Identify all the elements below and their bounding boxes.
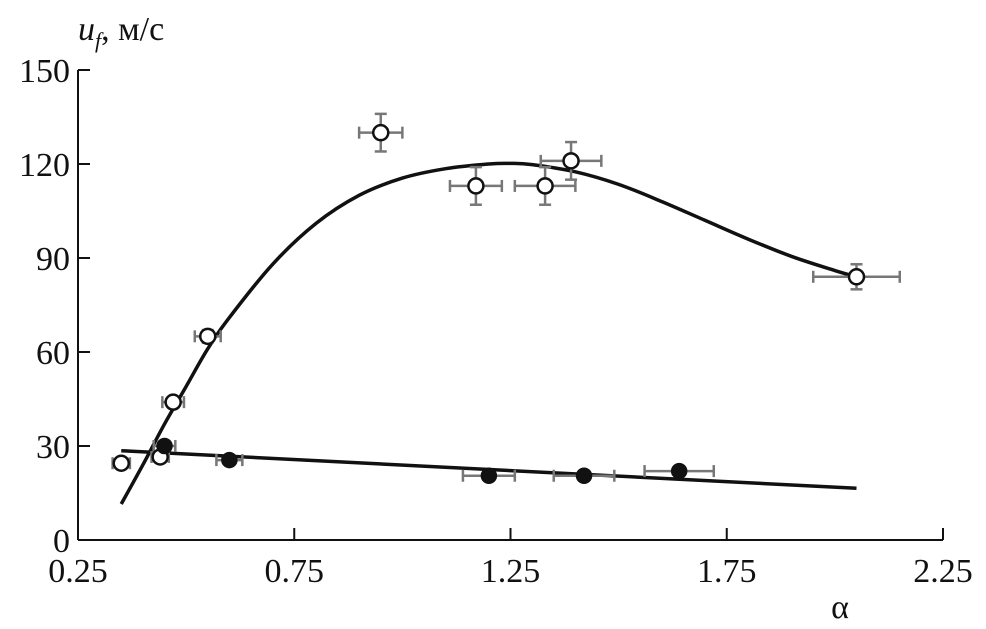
filled-circle-point-4: [575, 467, 593, 485]
y-axis-label-unit: , м/с: [101, 11, 164, 48]
open-circle-point-9: [847, 268, 866, 286]
open-circle-point-6: [467, 177, 485, 195]
y-tick-label: 0: [53, 523, 70, 560]
open-circle-point-8: [562, 152, 580, 170]
y-tick-label: 60: [36, 335, 70, 372]
error-bars: [111, 112, 901, 482]
filled-circle-point-3: [480, 467, 498, 485]
y-tick-label: 150: [19, 53, 70, 90]
x-tick-label: 1.25: [481, 553, 541, 590]
open-circle-point-5: [372, 123, 390, 142]
fit-curve-1: [119, 161, 857, 505]
x-tick-label: 0.25: [48, 553, 108, 590]
open-circle-point-1: [112, 454, 130, 472]
x-axis-label: α: [831, 589, 849, 626]
filled-circle-point-1: [156, 437, 173, 455]
x-tick-label: 1.75: [697, 553, 757, 590]
filled-circle-point-2: [221, 451, 238, 469]
x-tick-label: 0.75: [265, 553, 325, 590]
y-tick-label: 90: [36, 241, 70, 278]
y-tick-label: 30: [36, 429, 70, 466]
axis-labels: uf, м/с α: [78, 11, 849, 626]
y-axis-label-subscript: f: [95, 28, 104, 53]
y-axis-label: uf, м/с: [78, 11, 164, 53]
axes: 0 30 60 90 120 150 0.25 0.75 1.25 1.75 2.25: [19, 53, 973, 590]
open-circle-point-2: [164, 393, 182, 411]
y-axis-label-symbol: u: [78, 11, 95, 48]
filled-circle-point-5: [670, 462, 688, 480]
open-circle-point-7: [536, 177, 554, 195]
open-circle-point-3: [199, 327, 217, 346]
x-tick-label: 2.25: [913, 553, 973, 590]
y-tick-label: 120: [19, 147, 70, 184]
data-markers: [112, 123, 866, 485]
